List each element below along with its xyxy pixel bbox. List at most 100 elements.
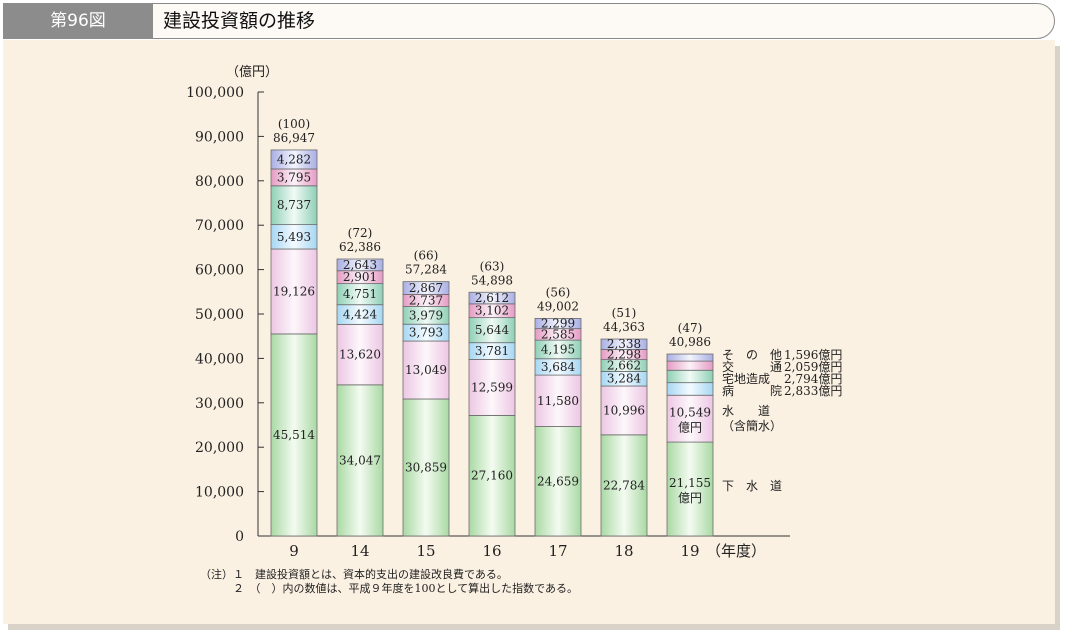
bar-segment-water-17 <box>534 374 582 427</box>
legend-value-hosp: 2,833億円 <box>784 384 842 398</box>
data-label: 4,424 <box>343 308 378 322</box>
data-label: 2,662 <box>607 359 641 373</box>
index-label: (63) <box>480 259 505 273</box>
y-tick-label: 70,000 <box>195 218 244 234</box>
index-label: (51) <box>612 306 637 320</box>
data-label: 2,298 <box>607 348 641 362</box>
index-label: (100) <box>278 117 310 131</box>
data-label: 2,737 <box>409 293 443 307</box>
bar-segment-hosp-19 <box>666 382 714 396</box>
data-label-unit: 億円 <box>678 491 702 505</box>
data-label: 10,996 <box>603 403 645 417</box>
y-unit-label: （億円） <box>226 64 278 80</box>
y-tick-label: 30,000 <box>195 396 244 412</box>
y-tick-label: 90,000 <box>195 129 244 145</box>
data-label: 3,979 <box>409 308 443 322</box>
x-tick-label: 16 <box>482 542 501 560</box>
footnote-2: ２ （ ）内の数値は、平成９年度を100として算出した指数である。 <box>200 582 579 595</box>
bar-segment-hosp-9 <box>270 224 318 250</box>
x-tick-label: 9 <box>289 542 299 560</box>
bar-segment-water-16 <box>468 359 516 416</box>
footnote-1: （注）１ 建設投資額とは、資本的支出の建設改良費である。 <box>200 568 508 581</box>
x-tick-label: 14 <box>350 542 369 560</box>
bar-segment-other-19 <box>666 353 714 362</box>
data-label: 2,585 <box>541 327 575 341</box>
data-label: 3,684 <box>541 360 576 374</box>
y-tick-label: 40,000 <box>195 351 244 367</box>
data-label: 3,284 <box>607 372 642 386</box>
data-label: 5,644 <box>475 323 510 337</box>
figure-number: 第96図 <box>3 3 153 39</box>
data-label: 3,781 <box>475 344 509 358</box>
chart-panel <box>3 40 1055 624</box>
header-bar <box>3 3 1055 39</box>
data-label: 8,737 <box>277 198 311 212</box>
y-tick-label: 0 <box>235 529 244 545</box>
data-label: 2,612 <box>475 291 509 305</box>
index-label: (47) <box>678 321 703 335</box>
data-label: 12,599 <box>471 380 513 394</box>
bar-segment-traffic-19 <box>666 360 714 371</box>
y-tick-label: 100,000 <box>186 85 244 101</box>
data-label: 3,795 <box>277 170 311 184</box>
legend-name-other: そ の 他 <box>722 348 782 362</box>
data-label: 2,338 <box>607 337 641 351</box>
bar-segment-sewer-15 <box>402 398 450 537</box>
y-tick-label: 60,000 <box>195 263 244 279</box>
x-tick-label: 17 <box>548 542 567 560</box>
bar-segment-sewer-17 <box>534 426 582 537</box>
bar-segment-other-15 <box>402 281 450 295</box>
index-label: (66) <box>414 249 439 263</box>
legend-name-hosp: 病 院 <box>722 383 782 398</box>
bar-segment-sewer-19 <box>666 441 714 537</box>
bar-segment-sewer-14 <box>336 384 384 537</box>
bar-segment-other-9 <box>270 149 318 170</box>
figure-title: 建設投資額の推移 <box>163 10 316 32</box>
data-label: 4,751 <box>343 287 377 301</box>
total-label: 57,284 <box>405 263 447 277</box>
data-label: 21,155 <box>669 476 711 490</box>
data-label: 2,299 <box>541 317 575 331</box>
data-label: 24,659 <box>537 474 579 488</box>
total-label: 54,898 <box>471 273 513 287</box>
data-label: 30,859 <box>405 460 447 474</box>
data-label-unit: 億円 <box>678 421 702 435</box>
data-label: 13,620 <box>339 348 381 362</box>
data-label: 19,126 <box>273 284 315 298</box>
data-label: 3,793 <box>409 326 443 340</box>
y-tick-label: 20,000 <box>195 440 244 456</box>
data-label: 5,493 <box>277 230 311 244</box>
total-label: 44,363 <box>603 320 645 334</box>
bar-segment-water-15 <box>402 340 450 400</box>
legend-value-traffic: 2,059億円 <box>784 360 842 374</box>
data-label: 13,049 <box>405 363 447 377</box>
data-label: 3,102 <box>475 304 509 318</box>
figure-header: 第96図 建設投資額の推移 <box>3 3 1055 39</box>
total-label: 49,002 <box>537 299 579 313</box>
bar-segment-other-16 <box>468 291 516 305</box>
legend-name-traffic: 交 通 <box>722 359 782 374</box>
y-tick-label: 50,000 <box>195 307 244 323</box>
bar-segment-sewer-16 <box>468 415 516 537</box>
legend-name-water: 水 道 <box>722 404 770 418</box>
data-label: 22,784 <box>603 478 645 492</box>
bar-segment-other-14 <box>336 258 384 272</box>
bar-segment-sewer-18 <box>600 434 648 537</box>
y-tick-label: 80,000 <box>195 174 244 190</box>
y-tick-label: 10,000 <box>195 485 244 501</box>
footnotes: （注）１ 建設投資額とは、資本的支出の建設改良費である。 ２ （ ）内の数値は、… <box>200 568 578 596</box>
total-label: 40,986 <box>669 335 711 349</box>
legend-name-land: 宅地造成 <box>722 371 770 386</box>
data-label: 45,514 <box>273 428 315 442</box>
x-tick-label: 15 <box>416 542 435 560</box>
data-label: 2,867 <box>409 281 443 295</box>
bar-segment-water-18 <box>600 385 648 436</box>
total-label: 86,947 <box>273 131 315 145</box>
index-label: (72) <box>348 226 373 240</box>
legend-name-sewer: 下 水 道 <box>722 479 782 493</box>
legend-name-water-note: （含簡水） <box>722 418 782 433</box>
bar-segment-land-19 <box>666 369 714 384</box>
bar-segment-other-18 <box>600 338 648 350</box>
